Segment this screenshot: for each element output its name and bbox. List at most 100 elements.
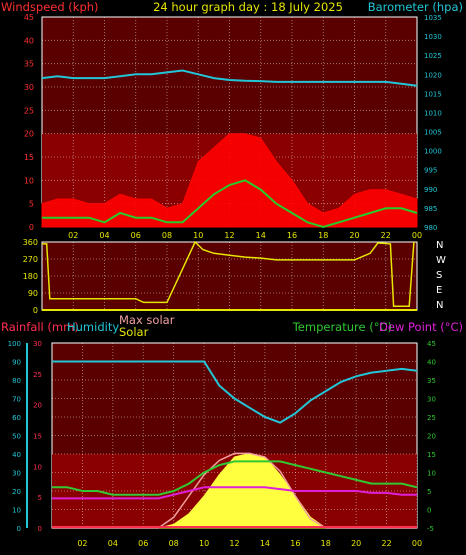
rain-tick-label: 0 — [38, 525, 42, 533]
x-tick-label: 04 — [108, 539, 118, 548]
direction-series — [42, 240, 415, 307]
x-tick-label: 00 — [412, 539, 422, 548]
temperature-tick-label: 40 — [427, 359, 436, 367]
x-tick-label: 08 — [169, 539, 179, 548]
wind-tick-label: 0 — [29, 223, 34, 232]
solar-legend: Solar — [119, 325, 149, 339]
temperature-tick-label: 20 — [427, 433, 436, 441]
humidity-tick-label: 50 — [12, 433, 21, 441]
rainfall-axis-label: Rainfall (mm) — [1, 320, 79, 334]
humidity-series — [52, 360, 418, 424]
temperature-tick-label: -5 — [427, 525, 434, 533]
rain-tick-label: 25 — [33, 371, 42, 379]
x-tick-label: 16 — [290, 539, 300, 548]
humidity-tick-label: 90 — [12, 359, 21, 367]
compass-label: S — [436, 270, 442, 281]
dewpoint-series — [52, 486, 417, 500]
direction-tick-label: 360 — [23, 238, 38, 247]
temperature-tick-label: 15 — [427, 451, 436, 459]
x-tick-label: 22 — [381, 539, 391, 548]
barometer-series — [41, 69, 418, 87]
barometer-tick-label: 1000 — [424, 148, 442, 156]
x-tick-label: 00 — [412, 231, 422, 240]
barometer-tick-label: 1005 — [424, 129, 442, 137]
wind-tick-label: 25 — [24, 106, 34, 115]
x-tick-label: 02 — [68, 231, 78, 240]
temperature-tick-label: 10 — [427, 470, 436, 478]
wind-tick-label: 30 — [24, 83, 34, 92]
wind-tick-label: 40 — [24, 36, 34, 45]
compass-label: E — [436, 285, 442, 296]
x-tick-label: 12 — [224, 231, 234, 240]
x-tick-label: 16 — [287, 231, 297, 240]
humidity-tick-label: 80 — [12, 377, 21, 385]
humidity-tick-label: 100 — [8, 340, 21, 348]
compass-label: N — [436, 240, 443, 251]
barometer-tick-label: 1020 — [424, 71, 442, 79]
windspeed-axis-label: Windspeed (kph) — [1, 0, 99, 14]
wind-tick-label: 15 — [24, 153, 34, 162]
barometer-tick-label: 995 — [424, 167, 437, 175]
wind-series — [42, 179, 418, 229]
compass-label: W — [436, 255, 446, 266]
x-tick-label: 04 — [99, 231, 109, 240]
rain-tick-label: 20 — [33, 402, 42, 410]
max-solar-legend: Max solar — [119, 313, 175, 327]
temperature-tick-label: 0 — [427, 507, 431, 515]
wind-tick-label: 35 — [24, 60, 34, 69]
temperature-tick-label: 25 — [427, 414, 436, 422]
x-tick-label: 18 — [321, 539, 331, 548]
x-tick-label: 10 — [199, 539, 209, 548]
temperature-tick-label: 45 — [427, 340, 436, 348]
barometer-tick-label: 1035 — [424, 14, 442, 22]
x-tick-label: 12 — [229, 539, 239, 548]
chart-title: 24 hour graph day : 18 July 2025 — [153, 0, 343, 14]
wind-tick-label: 45 — [24, 13, 34, 22]
temperature-axis-label: Temperature (°C) — [292, 320, 392, 334]
humidity-tick-label: 20 — [12, 488, 21, 496]
rain-tick-label: 30 — [33, 340, 42, 348]
x-tick-label: 14 — [256, 231, 266, 240]
barometer-tick-label: 990 — [424, 186, 437, 194]
x-tick-label: 20 — [349, 231, 359, 240]
barometer-tick-label: 1015 — [424, 90, 442, 98]
barometer-tick-label: 1025 — [424, 52, 442, 60]
x-tick-label: 18 — [318, 231, 328, 240]
compass-label: N — [436, 300, 443, 311]
barometer-tick-label: 1030 — [424, 33, 442, 41]
humidity-tick-label: 40 — [12, 451, 21, 459]
humidity-tick-label: 70 — [12, 396, 21, 404]
x-tick-label: 06 — [131, 231, 141, 240]
rain-tick-label: 15 — [33, 433, 42, 441]
barometer-axis-label: Barometer (hpa) — [368, 0, 463, 14]
barometer-tick-label: 980 — [424, 224, 437, 232]
x-tick-label: 10 — [193, 231, 203, 240]
temperature-series — [52, 460, 418, 496]
humidity-axis-label: Humidity — [67, 320, 119, 334]
humidity-tick-label: 60 — [12, 414, 21, 422]
x-tick-label: 20 — [351, 539, 361, 548]
direction-tick-label: 180 — [23, 272, 38, 281]
humidity-tick-label: 30 — [12, 470, 21, 478]
direction-tick-label: 90 — [28, 289, 38, 298]
rain-tick-label: 10 — [33, 463, 42, 471]
direction-tick-label: 0 — [33, 306, 38, 315]
x-tick-label: 02 — [77, 539, 87, 548]
x-tick-label: 22 — [381, 231, 391, 240]
dewpoint-axis-label: Dew Point (°C) — [379, 320, 463, 334]
wind-tick-label: 10 — [24, 176, 34, 185]
x-tick-label: 06 — [138, 539, 148, 548]
humidity-tick-label: 0 — [17, 525, 21, 533]
x-tick-label: 08 — [162, 231, 172, 240]
wind-tick-label: 5 — [29, 200, 34, 209]
barometer-tick-label: 1010 — [424, 109, 442, 117]
x-tick-label: 14 — [260, 539, 270, 548]
barometer-tick-label: 985 — [424, 205, 437, 213]
wind-tick-label: 20 — [24, 130, 34, 139]
rain-tick-label: 5 — [38, 494, 42, 502]
humidity-tick-label: 10 — [12, 507, 21, 515]
temperature-tick-label: 35 — [427, 377, 436, 385]
temperature-tick-label: 30 — [427, 396, 436, 404]
temperature-tick-label: 5 — [427, 488, 431, 496]
